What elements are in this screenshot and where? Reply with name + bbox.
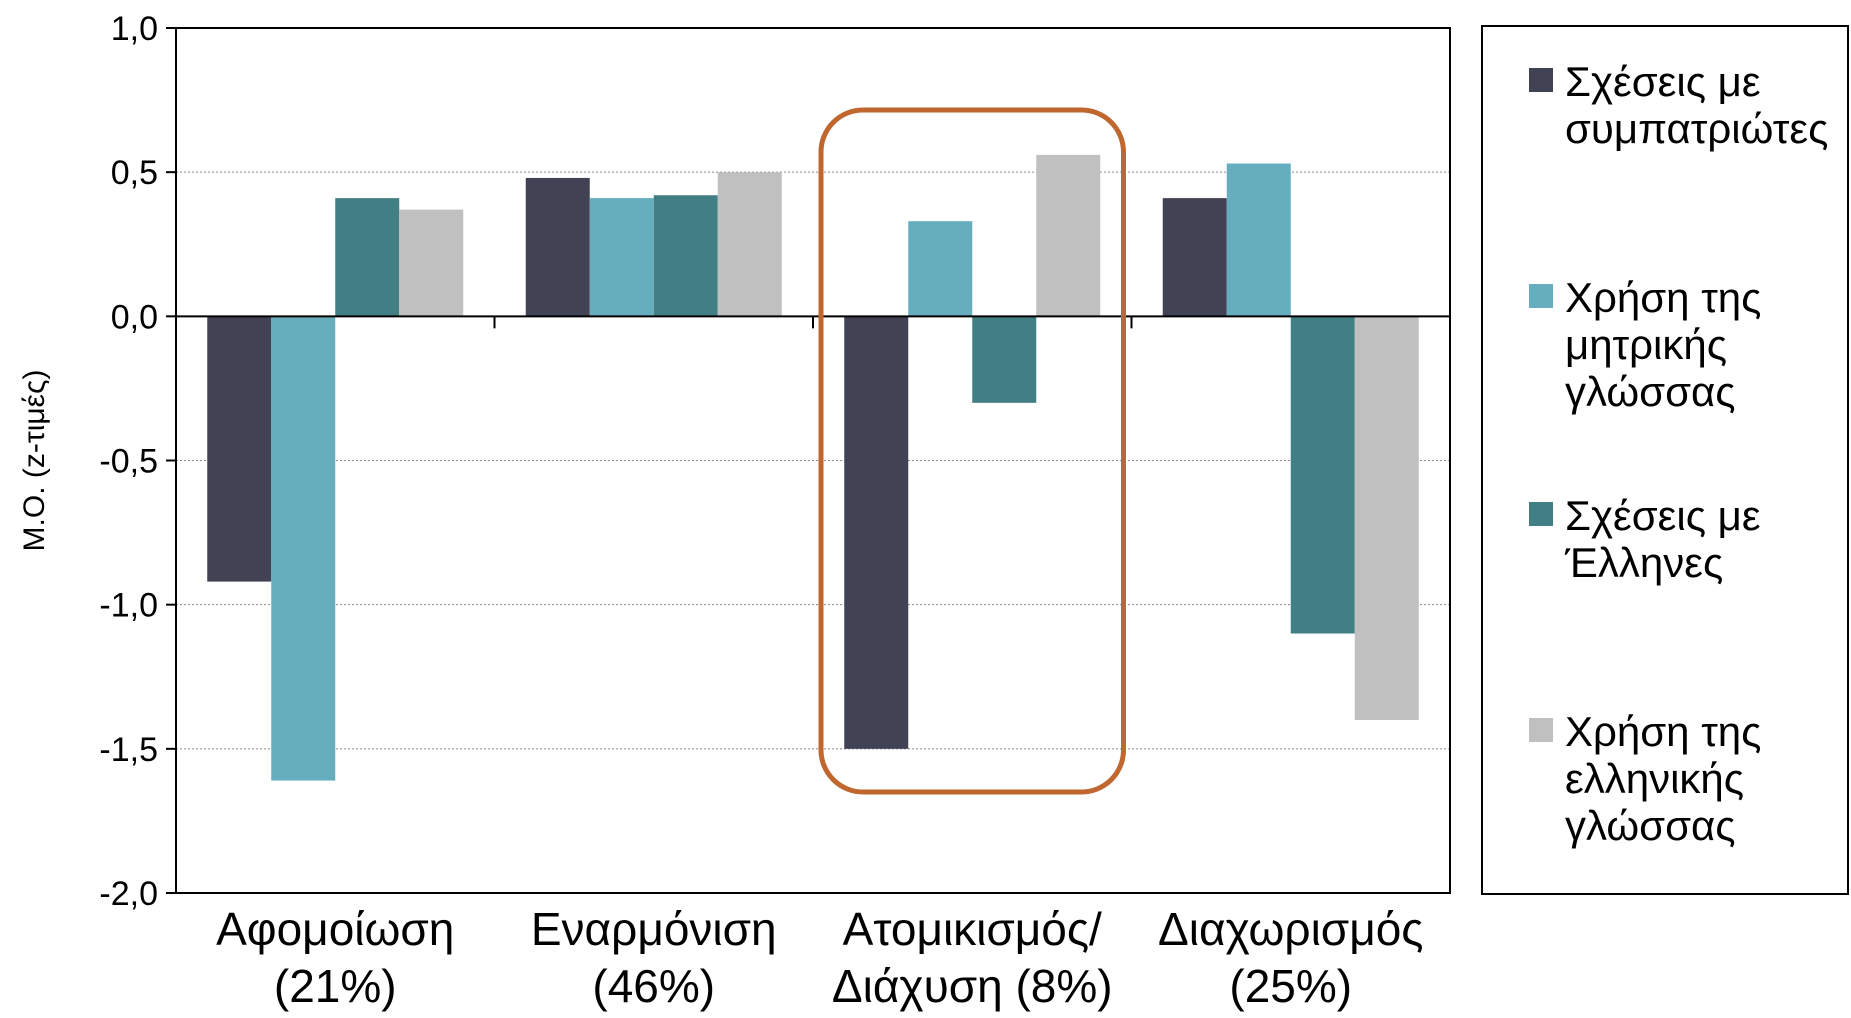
category-label: Αφομοίωση: [216, 903, 454, 955]
bar: [525, 177, 590, 317]
bar: [1162, 198, 1227, 317]
bar: [335, 198, 400, 317]
legend-swatch: [1529, 718, 1553, 742]
bar: [271, 316, 336, 781]
bar: [399, 209, 464, 317]
legend-label: συμπατριώτες: [1565, 105, 1828, 152]
bars-layer: [207, 154, 1419, 781]
bar: [653, 195, 718, 317]
y-axis-ticks: 1,0 0,5 0,0 -0,5 -1,0 -1,5 -2,0: [99, 10, 176, 913]
legend-swatch: [1529, 68, 1553, 92]
bar: [1354, 316, 1419, 720]
legend-label: γλώσσας: [1565, 802, 1736, 849]
bar: [1036, 154, 1101, 317]
legend-label: Χρήση της: [1565, 708, 1761, 755]
legend-label: Σχέσεις με: [1565, 492, 1761, 539]
bar: [207, 316, 272, 582]
y-tick-label: -2,0: [99, 875, 158, 913]
highlight-box: [818, 107, 1126, 795]
legend-swatch: [1529, 502, 1553, 526]
bar: [908, 221, 973, 317]
y-tick-label: 1,0: [111, 10, 158, 48]
legend-swatch: [1529, 284, 1553, 308]
bar: [1226, 163, 1291, 317]
y-tick-label: 0,5: [111, 154, 158, 192]
y-tick-label: -0,5: [99, 443, 158, 481]
legend-label: Σχέσεις με: [1565, 58, 1761, 105]
bar: [589, 198, 654, 317]
bar: [717, 172, 782, 317]
bar: [972, 316, 1037, 403]
legend-label: ελληνικής: [1565, 755, 1744, 802]
y-axis-title: Μ.Ο. (z-τιμές): [18, 370, 51, 552]
category-label: (46%): [592, 960, 715, 1012]
category-label: (25%): [1229, 960, 1352, 1012]
category-label: Εναρμόνιση: [531, 903, 777, 955]
category-label: Ατομικισμός/: [843, 903, 1102, 955]
category-label: Διαχωρισμός: [1158, 903, 1423, 955]
legend-label: Έλληνες: [1564, 539, 1723, 586]
category-labels: Αφομοίωση(21%) Εναρμόνιση(46%) Ατομικισμός…: [216, 903, 1423, 1012]
category-label: Διάχυση (8%): [832, 960, 1113, 1012]
legend-label: γλώσσας: [1565, 368, 1736, 415]
y-tick-label: -1,5: [99, 731, 158, 769]
legend-label: Χρήση της: [1565, 274, 1761, 321]
y-tick-label: -1,0: [99, 587, 158, 625]
bar: [844, 316, 909, 749]
legend-frame: [1481, 25, 1849, 895]
category-label: (21%): [274, 960, 397, 1012]
bar: [1290, 316, 1355, 634]
legend-label: μητρικής: [1565, 321, 1727, 368]
y-tick-label: 0,0: [111, 298, 158, 336]
